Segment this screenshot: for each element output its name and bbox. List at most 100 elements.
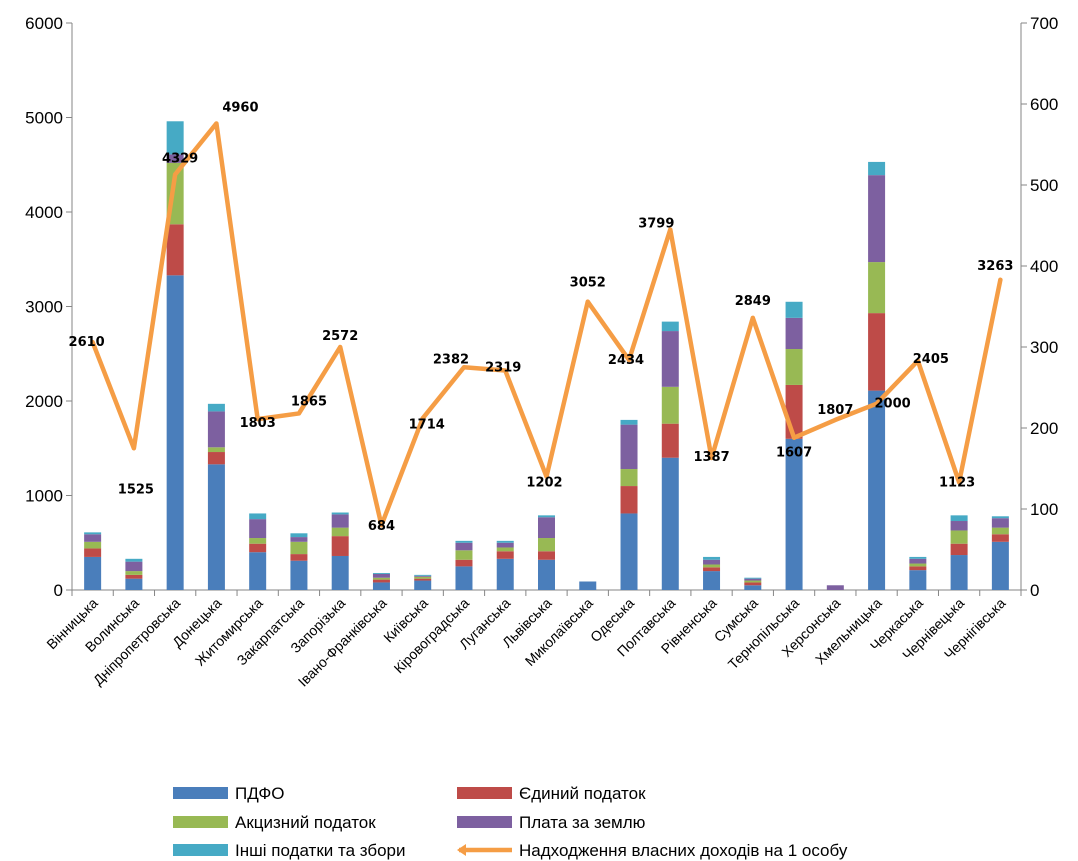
bar-segment [703,571,721,590]
bar-segment [207,403,225,412]
line-point [131,446,136,451]
y-right-tick-label: 700 [1030,14,1058,33]
bar-segment [290,537,308,542]
bar-segment [84,534,102,542]
legend-swatch [173,787,228,799]
y-right-tick-label: 500 [1030,176,1058,195]
bar-segment [331,514,349,528]
bar-segment [84,548,102,557]
legend-swatch [173,816,228,828]
bar-segment [455,550,473,560]
bar-segment [331,527,349,537]
line-point [255,417,260,422]
bar-segment [579,581,597,590]
bar-segment [991,527,1009,535]
bar-segment [868,262,886,314]
bar-segment [414,576,432,579]
line-point [503,368,508,373]
bar-segment [125,578,143,590]
line-point [627,357,632,362]
legend-swatch-marker [457,844,466,856]
bar-segment [661,457,679,590]
bar-segment [868,175,886,263]
y-right-tick-label: 100 [1030,500,1058,519]
bar-segment [166,275,184,590]
line-point [874,401,879,406]
bar-segment [538,559,555,590]
bar-segment [455,542,473,551]
line-data-label: 2572 [322,329,358,344]
bar-segment [372,582,390,590]
bar-segment [166,121,184,155]
bar-segment [620,486,638,514]
bar-segment [661,386,679,424]
legend-label: Інші податки та збори [235,841,406,860]
bar-segment [249,543,267,553]
bar-segment [84,541,102,549]
bar-segment [909,570,927,590]
y-left-tick-label: 3000 [25,298,63,317]
bar-segment [496,558,514,590]
bars [84,121,1009,590]
line-data-label: 1607 [776,446,812,461]
data-labels: 2610 1525 4329 4960 1803 1865 2572 684 1714 2382 2… [69,100,1014,534]
bar-segment [703,567,721,572]
y-right-tick-label: 400 [1030,257,1058,276]
bar-segment [249,519,267,539]
line-point [461,365,466,370]
bar-segment [496,547,514,552]
bar-segment [207,464,225,590]
legend-label: Надходження власних доходів на 1 особу [519,841,848,860]
bar-segment [785,438,803,590]
bar-segment [331,555,349,590]
line-data-label: 2319 [485,360,521,375]
line-point [709,455,714,460]
y-right-tick-label: 200 [1030,419,1058,438]
line-data-label: 2405 [913,352,949,367]
line-point [296,411,301,416]
bar-segment [991,541,1009,590]
line-data-label: 1202 [526,476,562,491]
bar-segment [868,161,886,176]
bar-segment [703,559,721,565]
bar-segment [372,573,390,578]
y-left-tick-label: 4000 [25,203,63,222]
bar-segment [950,521,968,531]
bar-segment [290,541,308,555]
line-point [379,523,384,528]
bar-segment [414,574,432,576]
legend-swatch [173,844,228,856]
line-data-label: 3799 [638,217,674,232]
bar-segment [744,582,762,586]
legend-swatch [457,787,512,799]
bar-segment [455,559,473,567]
bar-segment [166,224,184,276]
line-data-label: 2382 [433,352,469,367]
bar-segment [909,566,927,571]
bar-segment [249,513,267,520]
line-point [998,277,1003,282]
bar-segment [909,556,927,559]
line-point [214,121,219,126]
bar-segment [84,532,102,535]
line-point [915,358,920,363]
bar-segment [207,447,225,453]
y-left-tick-label: 5000 [25,109,63,128]
line-data-label: 1714 [409,417,445,432]
bar-segment [290,560,308,590]
bar-segment [414,580,432,590]
line-point [420,416,425,421]
bar-segment [785,349,803,385]
bar-segment [125,558,143,562]
bar-segment [991,518,1009,528]
legend-label: Акцизний податок [235,813,376,832]
legend-label: ПДФО [235,784,285,803]
line-point [792,435,797,440]
line-data-label: 4329 [162,151,198,166]
bar-segment [620,424,638,470]
bar-segment [372,579,390,583]
bar-segment [207,411,225,448]
line-point [750,315,755,320]
line-data-label: 1525 [118,482,154,497]
bar-segment [496,540,514,543]
